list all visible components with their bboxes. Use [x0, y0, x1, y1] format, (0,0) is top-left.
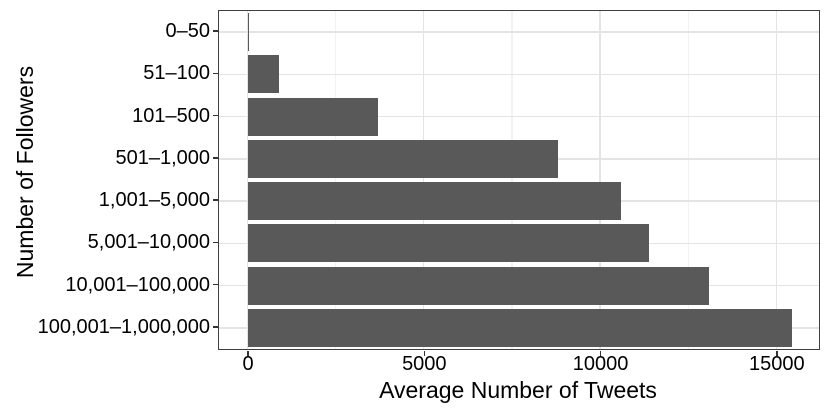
bar: [247, 224, 650, 263]
x-tick-mark: [247, 351, 249, 356]
major-gridline: [246, 11, 249, 349]
y-tick-mark: [212, 283, 218, 286]
x-tick-label: 15000: [749, 353, 805, 375]
minor-gridline: [511, 11, 513, 349]
category-gridline: [219, 73, 819, 76]
category-gridline: [219, 115, 819, 118]
bar: [247, 182, 622, 221]
bar: [247, 97, 378, 136]
y-tick-mark: [212, 72, 218, 75]
x-tick-mark: [423, 351, 426, 356]
y-tick-label: 51–100: [143, 62, 210, 85]
x-tick-label: 0: [242, 353, 254, 375]
bar: [247, 139, 558, 178]
y-tick-mark: [212, 241, 218, 244]
minor-gridline: [687, 11, 689, 349]
x-tick-mark: [776, 351, 778, 356]
bar: [247, 266, 710, 305]
y-tick-label: 5,001–10,000: [87, 231, 210, 254]
y-tick-label: 100,001–1,000,000: [37, 315, 210, 338]
y-tick-label: 1,001–5,000: [98, 189, 210, 212]
x-tick-mark: [599, 351, 602, 356]
plot-panel: [218, 10, 820, 350]
y-tick-label: 101–500: [132, 104, 210, 127]
minor-gridline: [335, 11, 337, 349]
y-tick-mark: [212, 157, 218, 159]
y-tick-mark: [212, 114, 218, 117]
bar: [247, 308, 793, 347]
y-tick-label: 501–1,000: [115, 146, 210, 169]
category-gridline: [219, 31, 819, 33]
x-tick-label: 10000: [572, 353, 629, 375]
major-gridline: [599, 11, 601, 349]
y-tick-mark: [212, 326, 218, 328]
y-tick-mark: [212, 199, 218, 201]
y-tick-mark: [212, 30, 218, 32]
x-axis-title: Average Number of Tweets: [379, 377, 657, 403]
bar: [247, 55, 280, 94]
y-tick-label: 10,001–100,000: [65, 273, 210, 296]
x-tick-label: 5000: [402, 353, 447, 375]
major-gridline: [423, 11, 425, 349]
y-tick-label: 0–50: [165, 20, 211, 43]
bar: [247, 13, 250, 52]
major-gridline: [775, 11, 777, 349]
